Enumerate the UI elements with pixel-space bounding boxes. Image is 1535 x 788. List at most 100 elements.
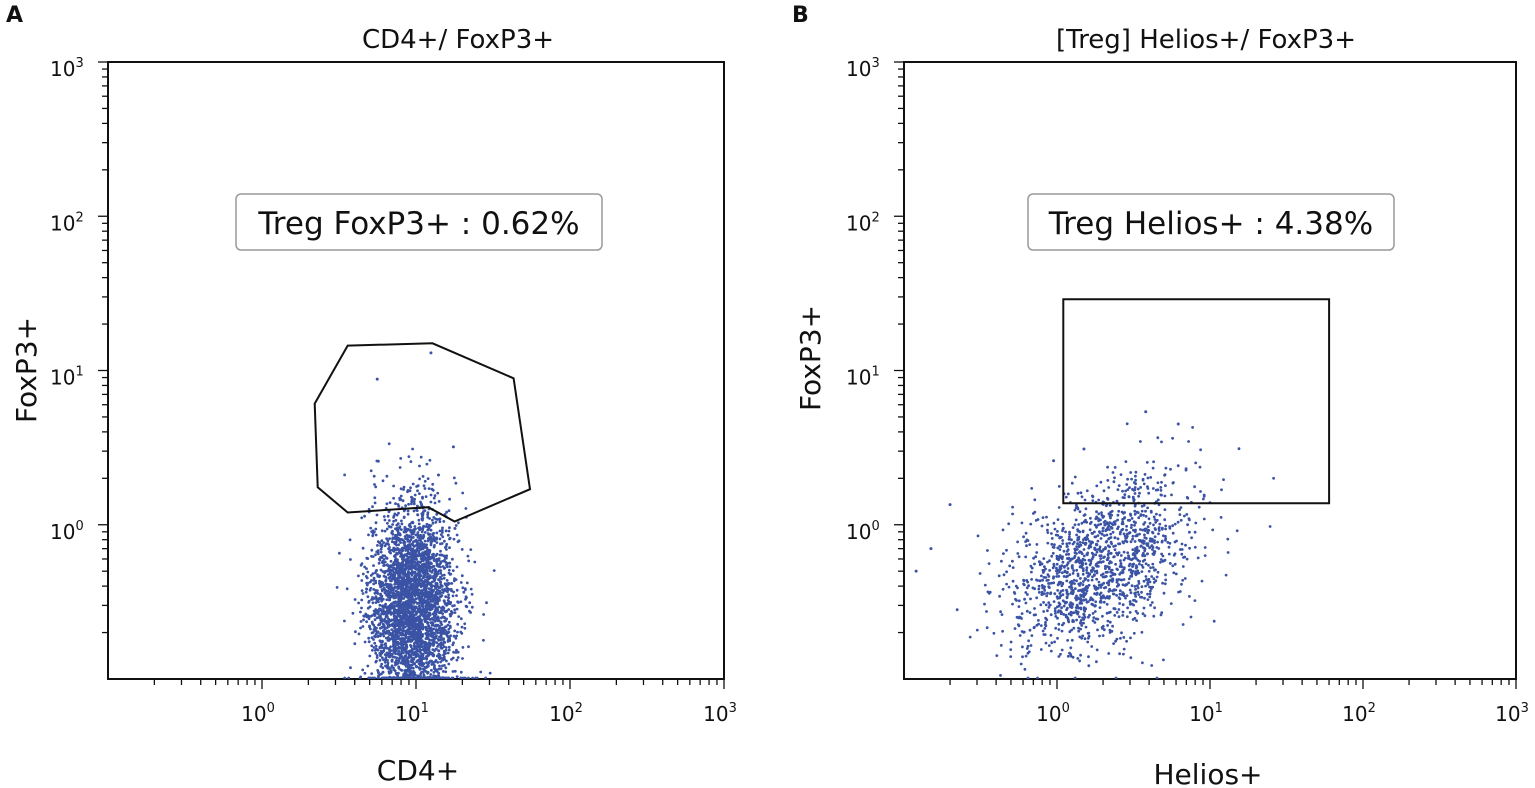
panel-a-data-point xyxy=(428,627,431,630)
panel-b-data-point xyxy=(1194,461,1198,465)
panel-a-data-point xyxy=(415,660,419,663)
panel-a-data-point xyxy=(345,587,349,591)
panel-b-data-point xyxy=(1083,615,1087,619)
panel-b-data-point xyxy=(1156,481,1160,485)
panel-b-data-point xyxy=(1113,614,1117,617)
panel-b-data-point xyxy=(1080,624,1084,627)
panel-a-data-point xyxy=(361,592,365,595)
panel-a-data-point xyxy=(387,568,391,572)
panel-b-data-point xyxy=(1023,667,1027,671)
panel-a-data-point xyxy=(391,592,395,595)
panel-a-data-point xyxy=(416,619,420,622)
panel-b-data-point xyxy=(1078,550,1082,554)
panel-a-data-point xyxy=(401,579,405,583)
panel-a-data-point xyxy=(421,654,425,658)
panel-b-data-point xyxy=(1119,473,1123,476)
panel-a-data-point xyxy=(443,664,446,667)
panel-a-data-point xyxy=(411,536,415,539)
panel-b-data-point xyxy=(1024,531,1028,535)
panel-a-data-point xyxy=(427,646,431,649)
panel-b-data-point xyxy=(1139,486,1142,489)
panel-b-data-point xyxy=(1121,614,1125,617)
panel-b-data-point xyxy=(1097,523,1100,527)
panel-b-data-point xyxy=(1067,552,1071,556)
panel-a-data-point xyxy=(425,615,429,619)
panel-a-data-point xyxy=(393,669,397,673)
panel-a-data-point xyxy=(463,622,467,626)
panel-b-data-point xyxy=(1191,426,1194,429)
panel-b-data-point xyxy=(1107,652,1111,655)
panel-a-data-point xyxy=(414,605,418,609)
panel-a-data-point xyxy=(411,609,415,612)
panel-b-data-point xyxy=(1104,586,1108,589)
panel-a-data-point xyxy=(392,676,396,679)
panel-a-data-point xyxy=(449,572,453,576)
panel-a-data-point xyxy=(447,529,451,533)
panel-a-data-point xyxy=(408,552,412,556)
panel-b-data-point xyxy=(1085,553,1089,557)
panel-a-data-point xyxy=(390,548,394,552)
panel-a-data-point xyxy=(441,565,445,568)
panel-b-data-point xyxy=(1129,540,1133,544)
panel-a-data-point xyxy=(451,643,455,647)
panel-b-data-point xyxy=(1083,637,1087,641)
panel-b-data-point xyxy=(1081,634,1085,638)
panel-a-data-point xyxy=(388,610,392,613)
panel-a-data-point xyxy=(448,565,452,568)
panel-a-data-point xyxy=(382,609,385,612)
panel-a-data-point xyxy=(387,637,391,640)
panel-b-data-point xyxy=(1144,514,1148,518)
panel-b-data-point xyxy=(1127,581,1130,585)
panel-a-data-point xyxy=(428,608,432,612)
panel-b-data-point xyxy=(1108,628,1112,632)
panel-a-data-point xyxy=(385,556,388,560)
panel-a-outlier-point xyxy=(451,445,455,449)
panel-a-data-point xyxy=(421,633,424,636)
panel-a-data-point xyxy=(403,604,406,608)
panel-a-data-point xyxy=(443,619,446,623)
panel-b-data-point xyxy=(1030,578,1033,581)
panel-b-data-point xyxy=(1078,615,1081,619)
panel-a-data-point xyxy=(415,665,418,669)
panel-a-data-point xyxy=(415,509,419,512)
panel-a-data-point xyxy=(395,528,399,532)
panel-b-data-point xyxy=(1145,578,1148,581)
panel-b-data-point xyxy=(1058,595,1062,599)
panel-a-data-point xyxy=(394,542,398,545)
panel-a-data-point xyxy=(445,563,448,567)
panel-a-data-point xyxy=(429,543,433,547)
panel-b-x-tick-label: 102 xyxy=(1342,701,1376,726)
panel-a-data-point xyxy=(403,622,407,626)
panel-a-data-point xyxy=(408,671,412,675)
panel-a-data-point xyxy=(400,519,403,523)
panel-a-data-point xyxy=(438,517,442,521)
panel-a-data-point xyxy=(343,619,346,623)
panel-a-data-point xyxy=(409,525,413,529)
panel-b-data-point xyxy=(1153,535,1157,539)
panel-b-data-point xyxy=(1193,485,1196,489)
panel-a-data-point xyxy=(409,579,413,583)
panel-a-data-point xyxy=(419,536,423,540)
panel-a-data-point xyxy=(448,497,451,501)
panel-a-data-point xyxy=(452,650,455,654)
panel-a-data-point xyxy=(389,606,393,610)
panel-a-data-point xyxy=(432,564,436,568)
panel-b-data-point xyxy=(987,562,991,565)
panel-a-data-point xyxy=(397,532,400,536)
panel-a-data-point xyxy=(424,525,428,528)
panel-a-data-point xyxy=(411,636,415,639)
panel-b-data-point xyxy=(1131,552,1135,556)
panel-a-data-point xyxy=(376,550,380,554)
panel-a-data-point xyxy=(401,629,405,633)
panel-a-data-point xyxy=(357,632,361,636)
panel-a-data-point xyxy=(424,609,427,612)
panel-a-data-point xyxy=(412,500,416,503)
panel-a-data-point xyxy=(422,662,426,665)
panel-a-data-point xyxy=(382,558,386,561)
panel-a-data-point xyxy=(457,539,461,543)
panel-b-data-point xyxy=(1060,606,1063,610)
panel-b-data-point xyxy=(1065,588,1068,592)
panel-a-data-point xyxy=(398,615,402,618)
panel-a-data-point xyxy=(426,676,430,679)
panel-a-data-point xyxy=(441,591,445,594)
